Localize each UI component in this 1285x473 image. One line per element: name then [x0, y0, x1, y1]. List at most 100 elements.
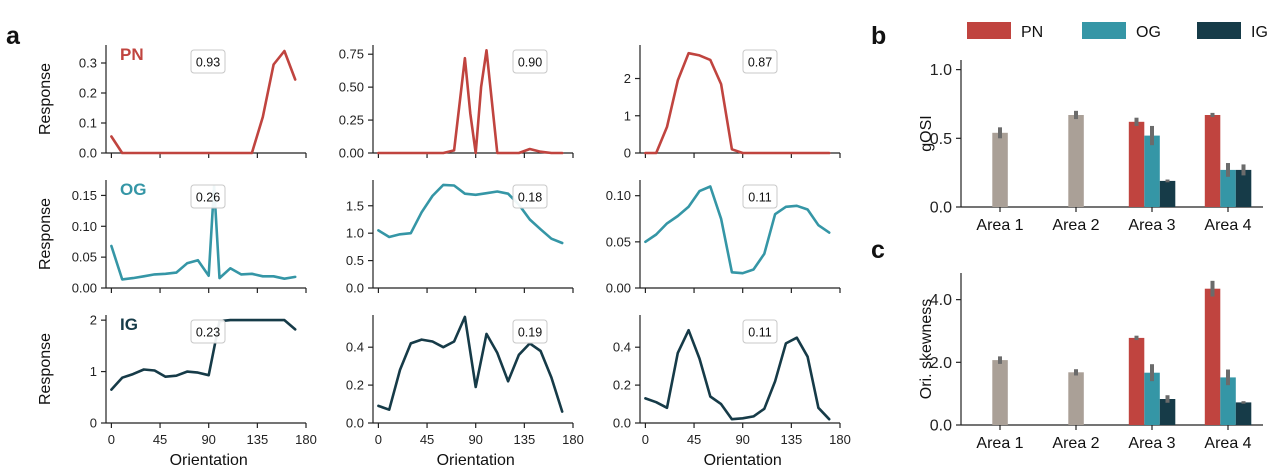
data-point — [464, 316, 466, 318]
y-tick-label: 0.00 — [72, 281, 97, 296]
annotation-box — [190, 319, 226, 344]
bar-OG-area-3 — [1144, 135, 1160, 207]
data-point — [262, 116, 264, 118]
data-point — [186, 152, 188, 154]
data-point — [731, 148, 733, 151]
category-label: Area 1 — [976, 435, 1023, 452]
data-point — [720, 218, 722, 220]
data-point — [644, 152, 647, 154]
data-point — [474, 194, 477, 196]
line-chart-a-PN-2: 0.00 0.25 0.50 0.75 0.90 — [339, 45, 574, 161]
data-point — [377, 405, 380, 407]
data-point — [720, 403, 722, 405]
bar-PN-area-4 — [1204, 288, 1221, 425]
data-point — [731, 271, 733, 274]
y-tick-label: 0.00 — [606, 281, 631, 296]
series-line-PN — [644, 51, 831, 155]
y-tick-label: 0.05 — [606, 234, 631, 249]
series-line-IG — [110, 318, 297, 391]
panel-label-c: c — [871, 236, 885, 264]
category-label: Area 2 — [1052, 217, 1099, 234]
row-label-PN: PN — [120, 45, 144, 64]
category-label: Area 4 — [1204, 217, 1251, 234]
category-label: Area 4 — [1204, 435, 1251, 452]
bar-IG-area-4 — [1235, 402, 1252, 425]
data-point — [410, 342, 412, 345]
y-tick-label: 1.0 — [930, 62, 952, 79]
data-point — [529, 218, 531, 221]
y-tick-label: 0 — [90, 416, 97, 431]
data-point — [175, 152, 178, 154]
annotation-value: 0.23 — [196, 326, 220, 340]
y-tick-label: 0.0 — [346, 281, 364, 296]
x-tick-label: 135 — [246, 432, 268, 447]
annotation-value: 0.11 — [748, 191, 771, 205]
data-point — [806, 152, 809, 154]
data-point — [539, 228, 542, 231]
data-point — [507, 380, 509, 383]
data-point — [218, 277, 221, 279]
annotation-box — [512, 49, 548, 74]
bar-area-area-2 — [1068, 372, 1084, 425]
y-tick-label: 2 — [624, 71, 631, 86]
data-point — [464, 57, 466, 59]
line-chart-a-PN-3: 0 1 2 0.87 — [624, 45, 841, 161]
data-point — [294, 276, 297, 278]
category-label: Area 1 — [976, 217, 1023, 234]
data-point — [240, 152, 242, 154]
data-point — [644, 241, 647, 243]
data-point — [677, 215, 679, 217]
row-label-OG: OG — [120, 180, 146, 199]
y-tick-label: 0.2 — [613, 378, 631, 393]
data-point — [410, 232, 412, 234]
category-label: Area 3 — [1128, 435, 1175, 452]
annotation-box — [742, 184, 778, 209]
data-point — [496, 152, 499, 154]
data-point — [442, 346, 445, 349]
data-point — [294, 78, 297, 81]
data-point — [550, 152, 553, 154]
annotation-box — [742, 49, 778, 74]
data-point — [153, 369, 156, 372]
y-axis-label: Response — [37, 198, 54, 270]
y-tick-label: 1 — [90, 364, 97, 379]
legend-swatch-PN — [967, 22, 1011, 39]
data-point — [666, 407, 668, 409]
y-tick-label: 0.3 — [79, 56, 97, 71]
x-tick-label: 45 — [153, 432, 167, 447]
annotation-value: 0.18 — [518, 191, 542, 205]
data-point — [431, 152, 434, 154]
data-point — [197, 152, 199, 154]
data-point — [539, 350, 542, 352]
category-label: Area 2 — [1052, 435, 1099, 452]
x-tick-label: 90 — [201, 432, 215, 447]
data-point — [785, 152, 787, 154]
annotation-box — [512, 184, 548, 209]
data-point — [132, 152, 134, 154]
y-tick-label: 0.10 — [72, 219, 97, 234]
series-line-OG — [377, 183, 564, 245]
data-point — [272, 275, 275, 278]
data-point — [561, 152, 563, 154]
data-point — [207, 152, 210, 154]
data-point — [262, 275, 264, 278]
bar-PN-area-4 — [1204, 115, 1221, 207]
data-point — [164, 152, 167, 154]
line-chart-a-IG-2: 0.0 0.2 0.4 0 45 90 135 180 0.19 Orientation — [346, 315, 584, 469]
data-point — [644, 397, 647, 400]
data-point — [806, 355, 809, 358]
data-point — [698, 54, 701, 57]
data-point — [709, 395, 712, 398]
data-point — [399, 369, 401, 371]
data-point — [143, 368, 145, 371]
x-axis-label: Orientation — [704, 452, 782, 469]
y-axis-label: Response — [37, 333, 54, 405]
y-tick-label: 0 — [624, 146, 631, 161]
y-tick-label: 0.0 — [930, 418, 952, 435]
data-point — [720, 83, 722, 85]
y-tick-label: 1.5 — [346, 198, 364, 213]
x-tick-label: 45 — [420, 432, 434, 447]
data-point — [687, 329, 690, 332]
data-point — [496, 352, 499, 354]
data-point — [197, 259, 199, 262]
